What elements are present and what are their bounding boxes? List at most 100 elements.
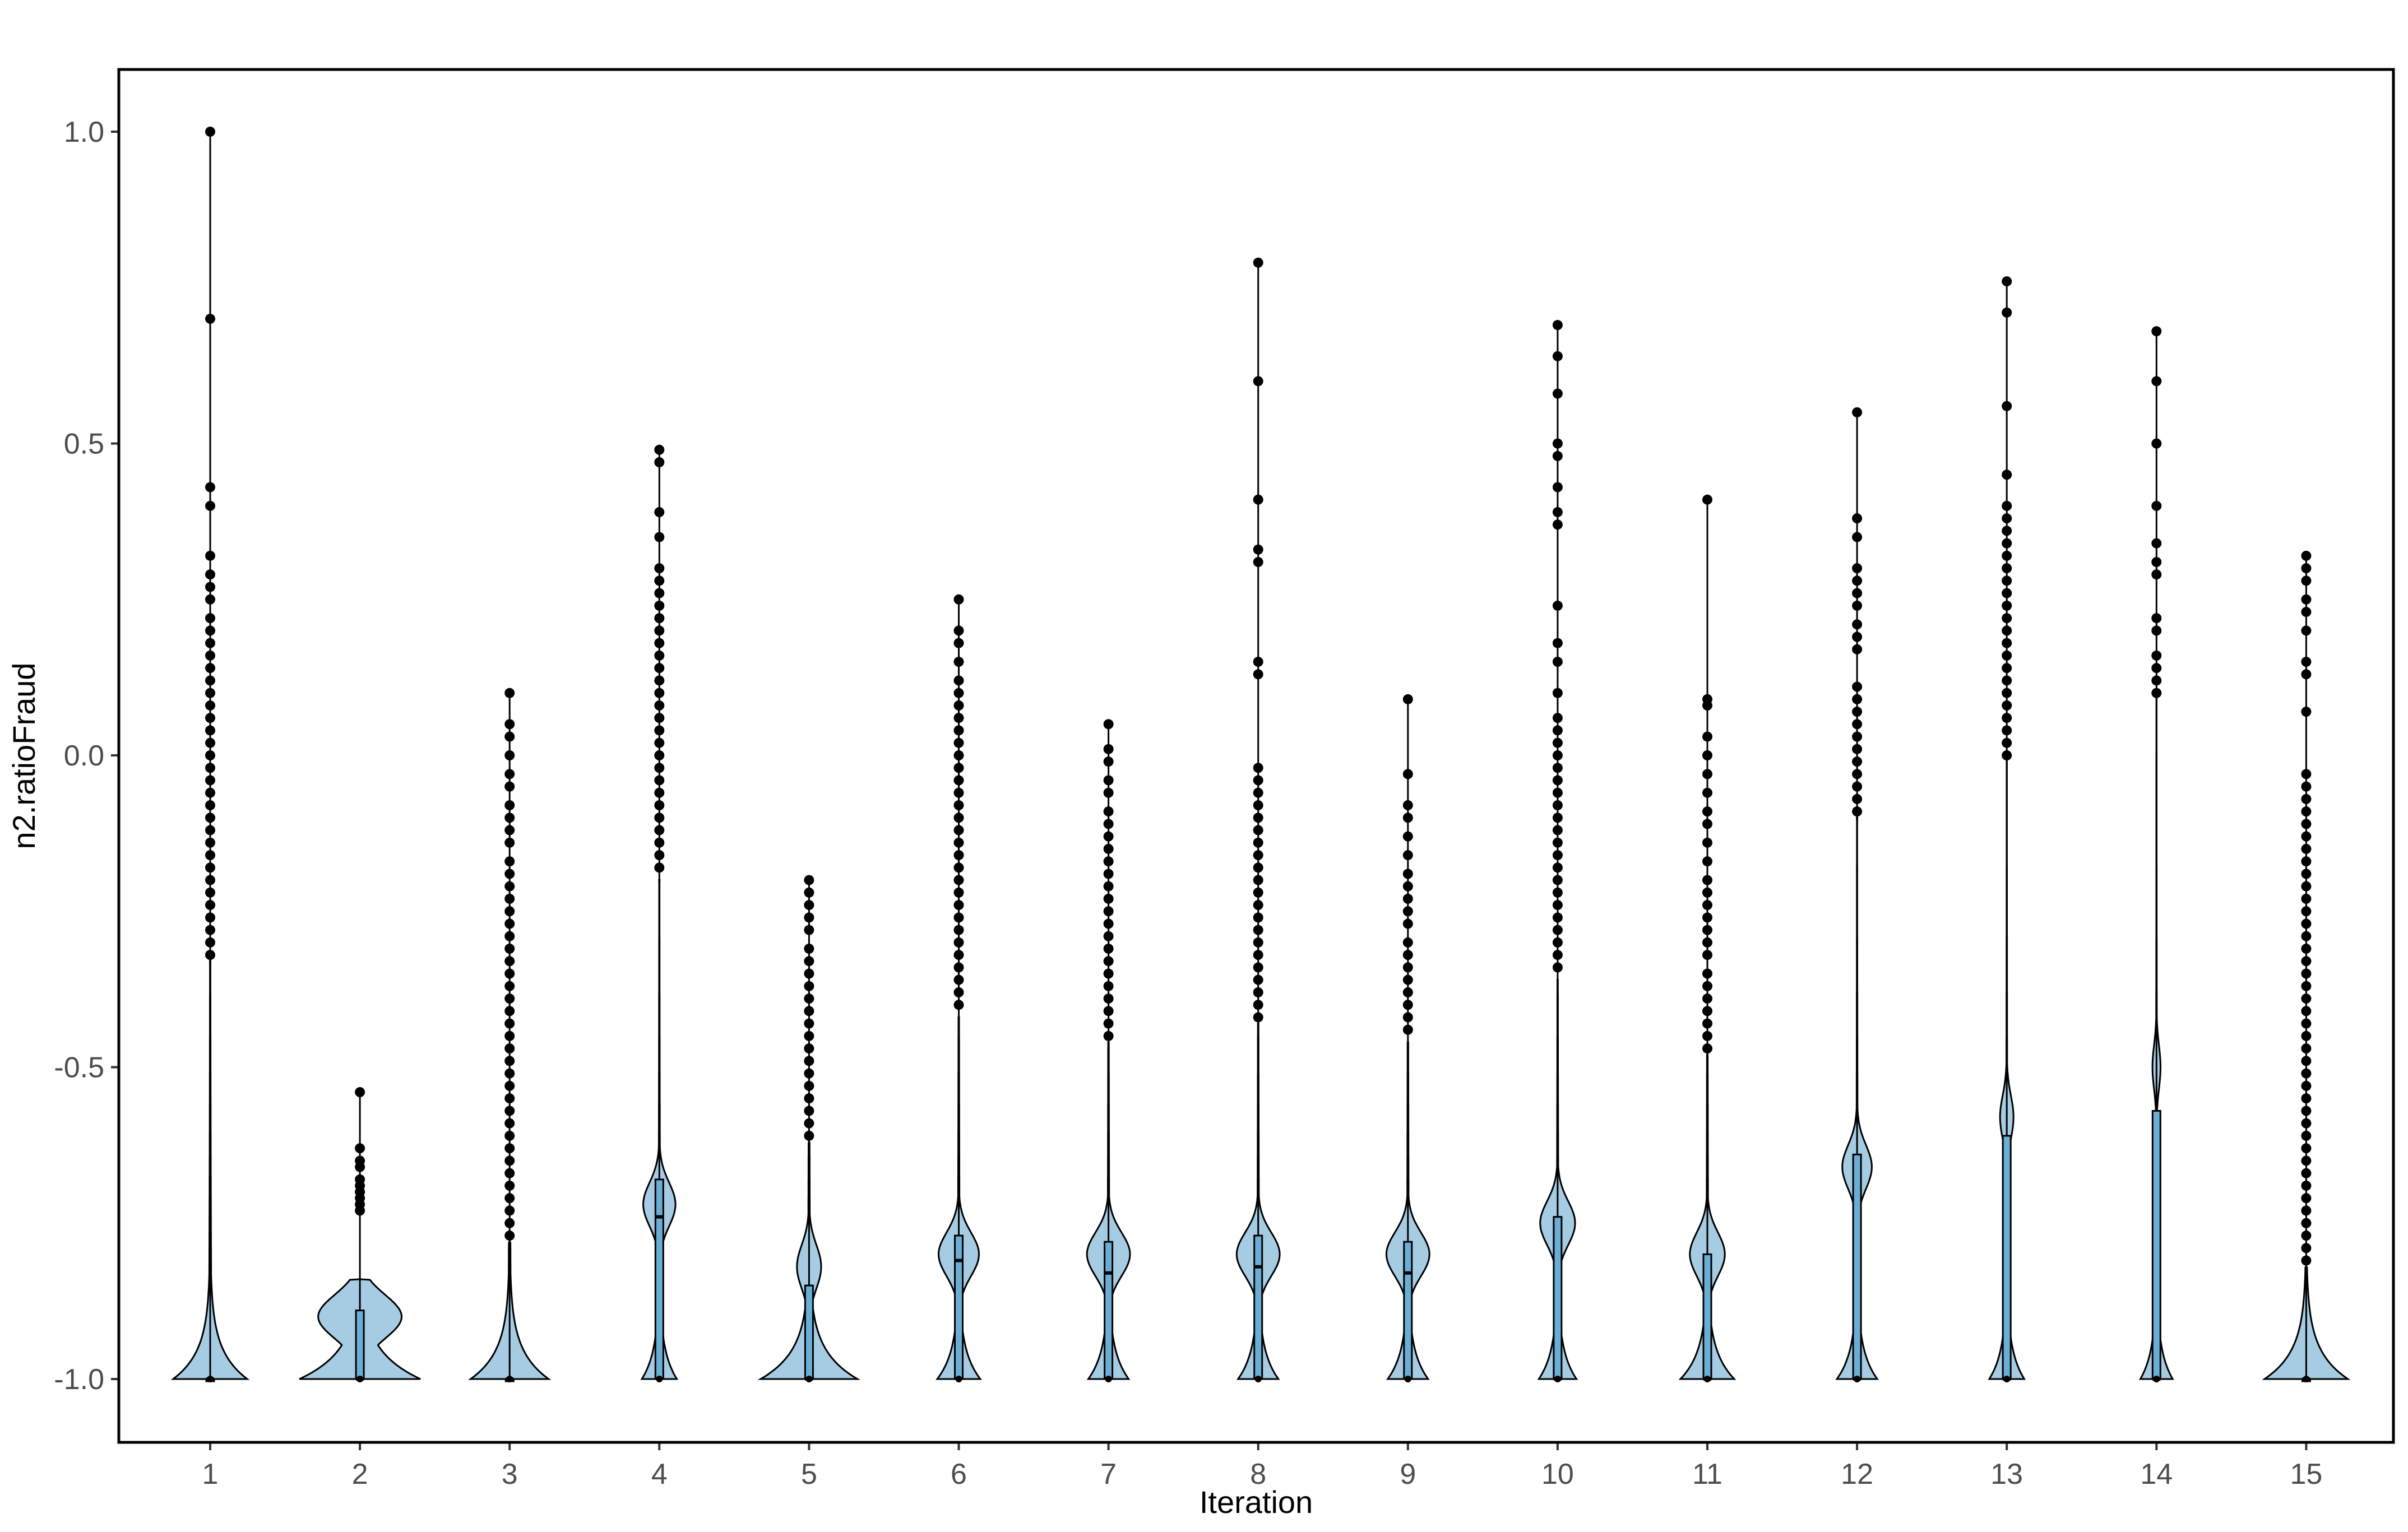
outlier-point xyxy=(205,763,215,773)
box-mark xyxy=(1403,1241,1413,1380)
outlier-point xyxy=(2301,575,2312,586)
outlier-point xyxy=(1253,950,1263,960)
outlier-point xyxy=(654,563,665,574)
outlier-point xyxy=(504,931,515,941)
outlier-point xyxy=(504,837,515,848)
violin-group-12 xyxy=(1835,407,1879,1382)
outlier-point xyxy=(1402,1012,1413,1023)
outlier-point xyxy=(1253,825,1263,835)
violin-group-8 xyxy=(1235,257,1281,1382)
outlier-point xyxy=(1103,956,1114,967)
outlier-point xyxy=(504,1180,515,1191)
outlier-point xyxy=(953,962,964,973)
outlier-point xyxy=(504,1068,515,1079)
outlier-point xyxy=(205,638,215,648)
outlier-point xyxy=(953,725,964,736)
outlier-point xyxy=(355,1143,365,1154)
outlier-point xyxy=(1253,862,1263,873)
box-mark xyxy=(1852,1153,1862,1380)
outlier-point xyxy=(504,1218,515,1228)
outlier-point xyxy=(2151,613,2162,624)
violin-group-6 xyxy=(936,594,982,1382)
outlier-point xyxy=(205,750,215,760)
outlier-point xyxy=(205,887,215,898)
outlier-point xyxy=(1552,887,1563,898)
outlier-point xyxy=(1702,1006,1712,1016)
outlier-point xyxy=(654,675,665,686)
outlier-point xyxy=(953,638,964,648)
outlier-point xyxy=(1702,819,1712,829)
outlier-point xyxy=(2301,1155,2312,1166)
outlier-point xyxy=(2151,438,2162,449)
outlier-point xyxy=(654,825,665,835)
outlier-point xyxy=(1103,881,1114,892)
outlier-point xyxy=(1852,694,1863,704)
outlier-point xyxy=(1402,813,1413,823)
violin-group-7 xyxy=(1086,719,1131,1382)
plot-marks xyxy=(170,127,2351,1382)
box-mark xyxy=(2002,1135,2012,1380)
outlier-point xyxy=(1402,1024,1413,1035)
outlier-point xyxy=(504,893,515,904)
outlier-point xyxy=(2301,918,2312,929)
outlier-point xyxy=(1402,906,1413,917)
outlier-point xyxy=(1852,781,1863,792)
outlier-point xyxy=(1253,1012,1263,1023)
outlier-point xyxy=(2301,793,2312,804)
outlier-point xyxy=(654,837,665,848)
outlier-point xyxy=(654,737,665,748)
min-point xyxy=(2003,1376,2011,1382)
outlier-point xyxy=(504,918,515,929)
outlier-point xyxy=(1702,787,1712,798)
min-point xyxy=(2153,1376,2160,1382)
outlier-point xyxy=(1552,737,1563,748)
outlier-point xyxy=(1702,968,1712,979)
outlier-point xyxy=(205,675,215,686)
outlier-point xyxy=(504,769,515,779)
outlier-point xyxy=(953,800,964,811)
outlier-point xyxy=(2002,470,2012,480)
outlier-point xyxy=(804,956,814,967)
outlier-point xyxy=(2301,856,2312,867)
outlier-point xyxy=(205,127,215,137)
outlier-point xyxy=(1552,438,1563,449)
outlier-point xyxy=(1402,950,1413,960)
outlier-point xyxy=(2002,307,2012,318)
outlier-point xyxy=(1103,756,1114,767)
outlier-point xyxy=(504,1168,515,1178)
outlier-point xyxy=(1552,388,1563,399)
outlier-point xyxy=(1852,644,1863,654)
x-tick-label: 12 xyxy=(1841,1458,1873,1491)
outlier-point xyxy=(654,588,665,598)
outlier-point xyxy=(205,625,215,636)
outlier-point xyxy=(205,912,215,923)
outlier-point xyxy=(654,625,665,636)
outlier-point xyxy=(1103,931,1114,941)
outlier-point xyxy=(1552,451,1563,461)
outlier-point xyxy=(2301,869,2312,879)
x-tick-label: 11 xyxy=(1692,1458,1722,1491)
outlier-point xyxy=(654,713,665,723)
outlier-point xyxy=(2301,831,2312,842)
outlier-point xyxy=(804,887,814,898)
outlier-point xyxy=(1552,320,1563,331)
outlier-point xyxy=(504,1143,515,1154)
outlier-point xyxy=(1702,937,1712,948)
violin-group-4 xyxy=(640,444,679,1382)
box-mark xyxy=(2151,1109,2161,1380)
outlier-point xyxy=(804,1030,814,1041)
box-mark xyxy=(954,1234,964,1380)
outlier-point xyxy=(1552,787,1563,798)
violin-group-13 xyxy=(1988,276,2026,1382)
outlier-point xyxy=(2301,769,2312,779)
outlier-point xyxy=(1852,756,1863,767)
outlier-point xyxy=(804,968,814,979)
outlier-point xyxy=(2301,1093,2312,1104)
outlier-point xyxy=(2301,1056,2312,1066)
outlier-point xyxy=(2301,657,2312,667)
outlier-point xyxy=(2002,276,2012,287)
outlier-point xyxy=(1103,775,1114,786)
outlier-point xyxy=(504,956,515,967)
outlier-point xyxy=(2002,737,2012,748)
